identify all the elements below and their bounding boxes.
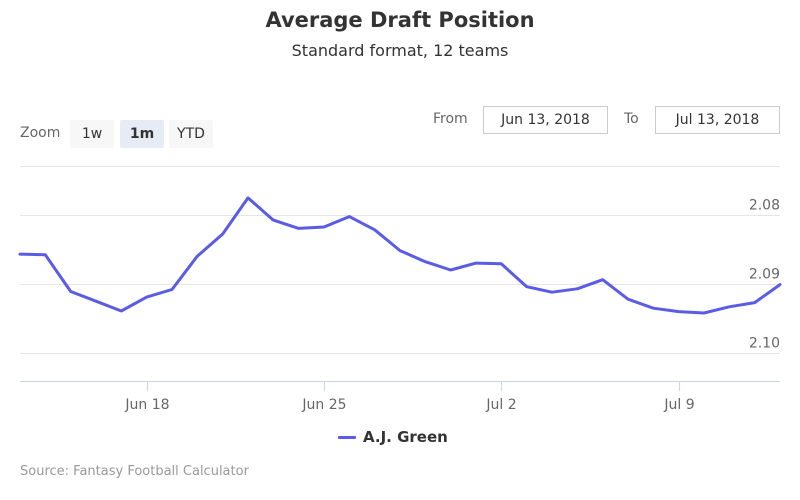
zoom-button-1m[interactable]: 1m: [120, 120, 164, 148]
zoom-button-ytd[interactable]: YTD: [169, 120, 213, 148]
x-tick-label: Jul 2: [485, 397, 516, 413]
x-axis: Jun 18 Jun 25 Jul 2 Jul 9: [20, 381, 780, 413]
x-tick-label: Jul 9: [663, 397, 694, 413]
zoom-label: Zoom: [20, 125, 61, 141]
x-tick-label: Jun 18: [124, 397, 169, 413]
x-tick-label: Jun 25: [301, 397, 346, 413]
chart-credits: Source: Fantasy Football Calculator: [20, 464, 249, 479]
series-layer: [18, 196, 782, 315]
zoom-button-1w[interactable]: 1w: [70, 120, 114, 148]
range-from-input[interactable]: Jun 13, 2018: [483, 106, 608, 134]
range-to-label: To: [624, 111, 639, 127]
legend-label: A.J. Green: [363, 428, 448, 446]
range-to-input[interactable]: Jul 13, 2018: [655, 106, 780, 134]
y-tick-label: 2.09: [749, 267, 780, 283]
y-tick-label: 2.08: [749, 198, 780, 214]
grid-lines: [20, 166, 780, 354]
chart-title: Average Draft Position: [265, 8, 535, 32]
legend-line-symbol: [338, 435, 356, 439]
legend-item-aj-green[interactable]: A.J. Green: [338, 427, 448, 447]
y-axis-labels: 2.08 2.09 2.10: [749, 198, 780, 352]
range-from-label: From: [433, 111, 468, 127]
y-tick-label: 2.10: [749, 336, 780, 352]
chart-subtitle: Standard format, 12 teams: [291, 41, 509, 60]
